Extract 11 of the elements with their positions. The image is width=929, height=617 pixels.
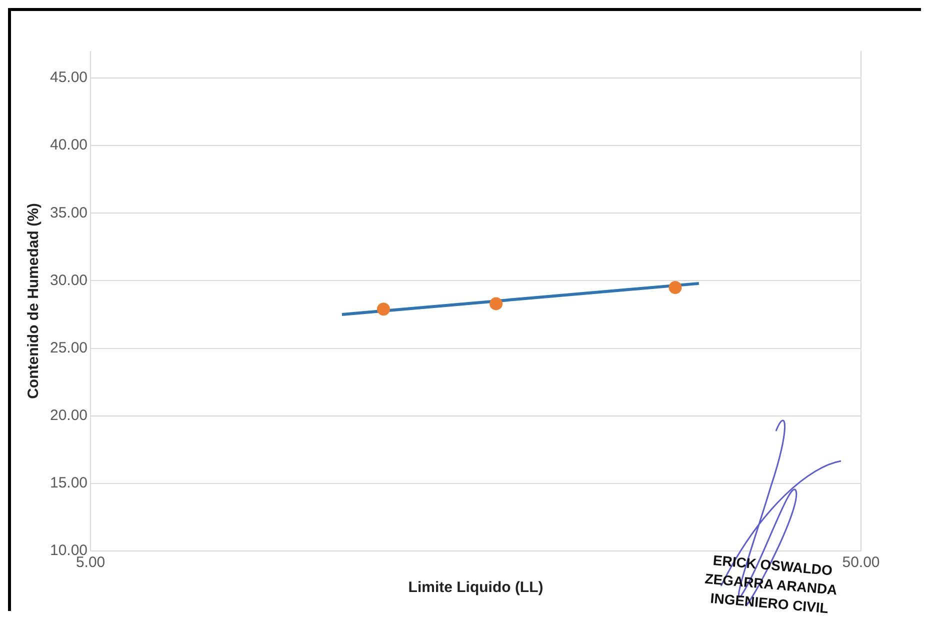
y-axis-title: Contenido de Humedad (%) — [25, 203, 42, 399]
x-tick-label: 50.00 — [842, 554, 880, 572]
y-tick-label: 45.00 — [50, 69, 88, 86]
y-tick-label: 25.00 — [50, 339, 88, 356]
y-tick-label: 35.00 — [50, 204, 88, 222]
text: ERICK OSWALDO ZEGARRA ARANDA INGENIERO CIVIL — [704, 552, 838, 616]
x-axis-title: Limite Liquido (LL) — [408, 579, 544, 596]
y-tick-label: 20.00 — [50, 407, 88, 424]
y-tick-label: 15.00 — [50, 474, 88, 492]
y-tick-label: 40.00 — [50, 136, 88, 154]
y-tick-label: 30.00 — [50, 272, 88, 289]
